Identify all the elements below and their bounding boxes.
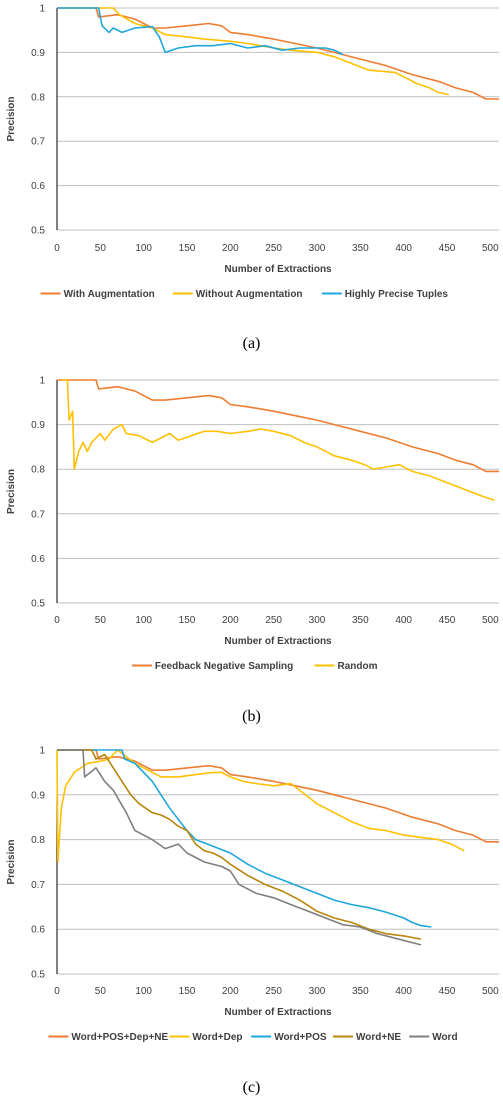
legend-label: Word xyxy=(432,1032,457,1043)
y-tick-label: 0.7 xyxy=(31,509,45,520)
x-tick-label: 350 xyxy=(352,986,369,997)
y-tick-label: 0.8 xyxy=(31,835,45,846)
series-line-random xyxy=(61,379,495,502)
x-tick-label: 450 xyxy=(439,615,456,626)
x-tick-label: 0 xyxy=(54,615,60,626)
chart-b: 0.5 0.6 0.7 0.8 0.9 1 0 50 100 150 200 250 300 350 400… xyxy=(6,376,499,726)
x-tick-label: 500 xyxy=(482,615,499,626)
x-tick-label: 500 xyxy=(482,243,499,254)
x-tick-label: 400 xyxy=(395,615,412,626)
x-tick-label: 400 xyxy=(395,986,412,997)
x-tick-label: 250 xyxy=(265,243,282,254)
series-line-with-augmentation xyxy=(57,7,499,100)
x-tick-label: 350 xyxy=(352,243,369,254)
legend-label: Word+POS xyxy=(274,1032,327,1043)
x-tick-label: 150 xyxy=(179,615,196,626)
y-tick-label: 1 xyxy=(39,746,45,757)
legend-label: Highly Precise Tuples xyxy=(345,289,449,300)
figure-caption: (a) xyxy=(243,335,261,352)
x-tick-label: 50 xyxy=(95,615,107,626)
x-tick-label: 50 xyxy=(95,986,107,997)
legend: With Augmentation Without Augmentation Hig… xyxy=(40,289,449,300)
y-tick-label: 0.9 xyxy=(31,790,45,801)
series-line-word-pos-dep-ne xyxy=(57,749,499,843)
y-tick-label: 0.5 xyxy=(31,226,45,237)
y-tick-label: 0.8 xyxy=(31,465,45,476)
figure-caption: (b) xyxy=(242,708,261,725)
y-tick-label: 0.7 xyxy=(31,880,45,891)
series-line-feedback-negative-sampling xyxy=(57,379,499,473)
x-tick-label: 450 xyxy=(439,243,456,254)
x-tick-label: 150 xyxy=(179,243,196,254)
series-line-without-augmentation xyxy=(57,7,449,96)
x-tick-label: 500 xyxy=(482,986,499,997)
figure-caption: (c) xyxy=(243,1079,261,1096)
x-tick-label: 250 xyxy=(265,615,282,626)
series-line-word xyxy=(57,749,422,946)
y-tick-label: 0.6 xyxy=(31,925,45,936)
x-tick-label: 200 xyxy=(222,986,239,997)
y-tick-label: 1 xyxy=(39,376,45,387)
chart-c: 0.5 0.6 0.7 0.8 0.9 1 0 50 100 150 200 250 300 350 400… xyxy=(6,746,499,1097)
x-tick-label: 200 xyxy=(222,615,239,626)
y-tick-label: 0.8 xyxy=(31,92,45,103)
x-tick-label: 100 xyxy=(135,986,152,997)
x-tick-label: 100 xyxy=(135,615,152,626)
y-axis-title: Precision xyxy=(6,839,17,884)
x-axis-title: Number of Extractions xyxy=(224,264,332,275)
series-line-word-pos xyxy=(57,749,432,928)
y-axis-title: Precision xyxy=(6,96,17,141)
y-tick-label: 0.9 xyxy=(31,420,45,431)
legend-label: Without Augmentation xyxy=(196,289,303,300)
legend-label: Feedback Negative Sampling xyxy=(155,661,293,672)
series-line-word-dep xyxy=(56,749,465,863)
x-axis-title: Number of Extractions xyxy=(224,636,332,647)
x-tick-label: 200 xyxy=(222,243,239,254)
y-tick-label: 0.6 xyxy=(31,181,45,192)
x-tick-label: 450 xyxy=(439,986,456,997)
y-tick-label: 0.6 xyxy=(31,554,45,565)
x-tick-label: 400 xyxy=(395,243,412,254)
x-axis-title: Number of Extractions xyxy=(224,1007,332,1018)
x-tick-label: 100 xyxy=(135,243,152,254)
legend-label: Word+POS+Dep+NE xyxy=(71,1032,168,1043)
y-tick-label: 1 xyxy=(39,4,45,15)
y-axis-title: Precision xyxy=(6,469,17,514)
chart-a: 0.5 0.6 0.7 0.8 0.9 1 0 50 100 150 200 250 300 350 400… xyxy=(6,4,499,353)
x-tick-label: 250 xyxy=(265,986,282,997)
series-line-highly-precise-tuples xyxy=(57,7,344,56)
x-tick-label: 50 xyxy=(95,243,107,254)
legend-label: Word+NE xyxy=(356,1032,401,1043)
x-tick-label: 300 xyxy=(309,243,326,254)
x-tick-label: 150 xyxy=(179,986,196,997)
y-tick-label: 0.7 xyxy=(31,137,45,148)
legend-label: Word+Dep xyxy=(192,1032,242,1043)
x-tick-label: 0 xyxy=(54,986,60,997)
x-tick-label: 300 xyxy=(309,986,326,997)
x-tick-label: 350 xyxy=(352,615,369,626)
y-tick-label: 0.5 xyxy=(31,970,45,981)
y-tick-label: 0.9 xyxy=(31,48,45,59)
y-tick-label: 0.5 xyxy=(31,599,45,610)
legend: Feedback Negative Sampling Random xyxy=(131,661,378,672)
legend-label: Random xyxy=(338,661,378,672)
legend-label: With Augmentation xyxy=(64,289,155,300)
legend: Word+POS+Dep+NE Word+Dep Word+POS Word+NE Wo… xyxy=(48,1032,458,1043)
x-tick-label: 0 xyxy=(54,243,60,254)
x-tick-label: 300 xyxy=(309,615,326,626)
series-line-word-ne xyxy=(57,749,422,940)
